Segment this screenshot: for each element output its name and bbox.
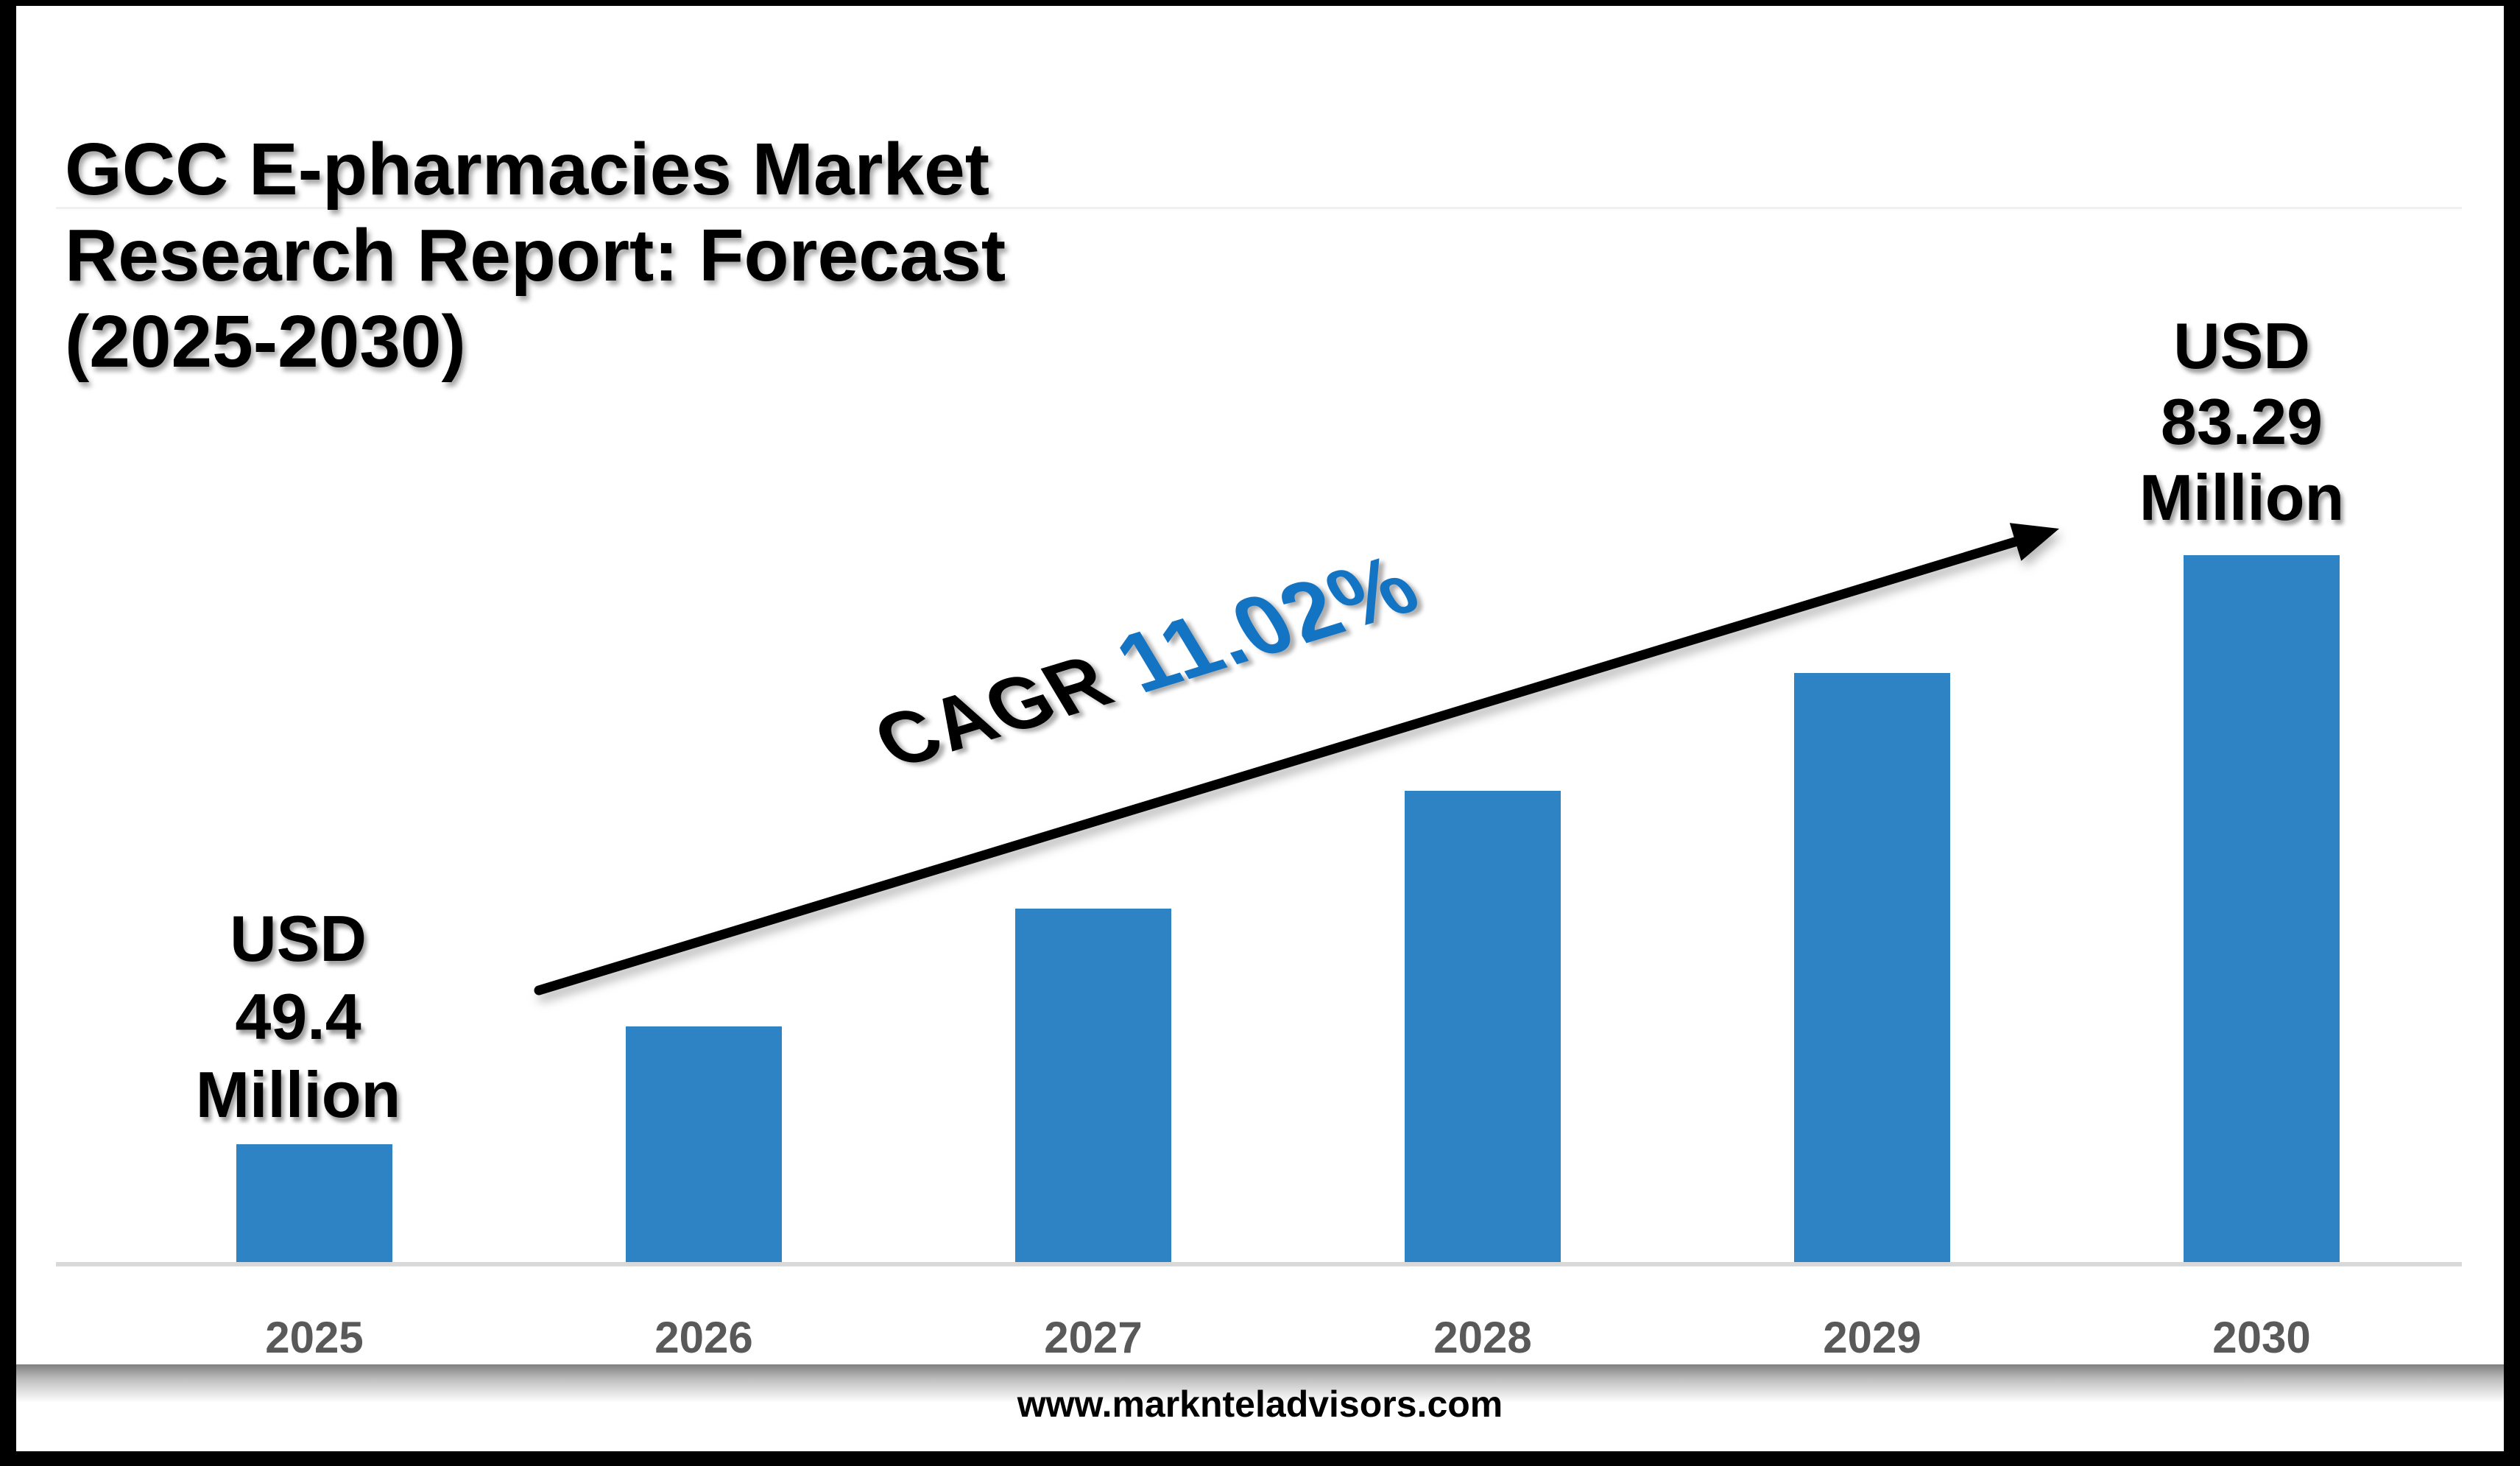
bar-2030 <box>2184 555 2340 1262</box>
bar-2027 <box>1015 909 1171 1262</box>
bar-2029 <box>1794 673 1950 1262</box>
value-label-2030-currency: USD <box>2173 309 2310 382</box>
x-tick-label-2029: 2029 <box>1823 1313 1921 1362</box>
value-label-2030-amount: 83.29 <box>2160 385 2323 458</box>
value-label-2025-currency: USD <box>230 902 367 975</box>
cagr-trend-arrow <box>534 523 2059 995</box>
bar-2026 <box>626 1026 782 1262</box>
chart-title-line-3: (2025-2030) <box>65 300 466 383</box>
x-tick-label-2028: 2028 <box>1433 1313 1532 1362</box>
chart-title: GCC E-pharmacies Market Research Report:… <box>65 127 1006 385</box>
frame-border-top <box>0 0 2520 6</box>
frame-border-bottom <box>0 1451 2520 1466</box>
x-tick-label-2025: 2025 <box>265 1313 364 1362</box>
x-axis-line <box>56 1262 2462 1266</box>
footer-website-link[interactable]: www.marknteladvisors.com <box>1017 1384 1503 1425</box>
frame-border-left <box>0 0 16 1466</box>
x-tick-label-2030: 2030 <box>2212 1313 2311 1362</box>
footer-divider-gradient <box>16 1364 2504 1407</box>
x-tick-label-2026: 2026 <box>654 1313 753 1362</box>
value-label-2025-unit: Million <box>195 1058 401 1131</box>
bar-2028 <box>1405 791 1561 1262</box>
chart-title-line-1: GCC E-pharmacies Market <box>65 128 990 211</box>
trend-arrow-head <box>2009 523 2059 561</box>
value-label-2025-amount: 49.4 <box>235 980 361 1053</box>
x-tick-label-2027: 2027 <box>1044 1313 1143 1362</box>
trend-arrow-shaft <box>534 536 2022 995</box>
value-label-2025: USD 49.4 Million <box>114 900 482 1134</box>
value-label-2030: USD 83.29 Million <box>2058 308 2426 535</box>
value-label-2030-unit: Million <box>2139 461 2345 534</box>
plot-top-gridline <box>56 207 2462 209</box>
bar-2025 <box>236 1144 392 1262</box>
frame-border-right <box>2504 0 2520 1466</box>
chart-title-line-2: Research Report: Forecast <box>65 214 1006 297</box>
